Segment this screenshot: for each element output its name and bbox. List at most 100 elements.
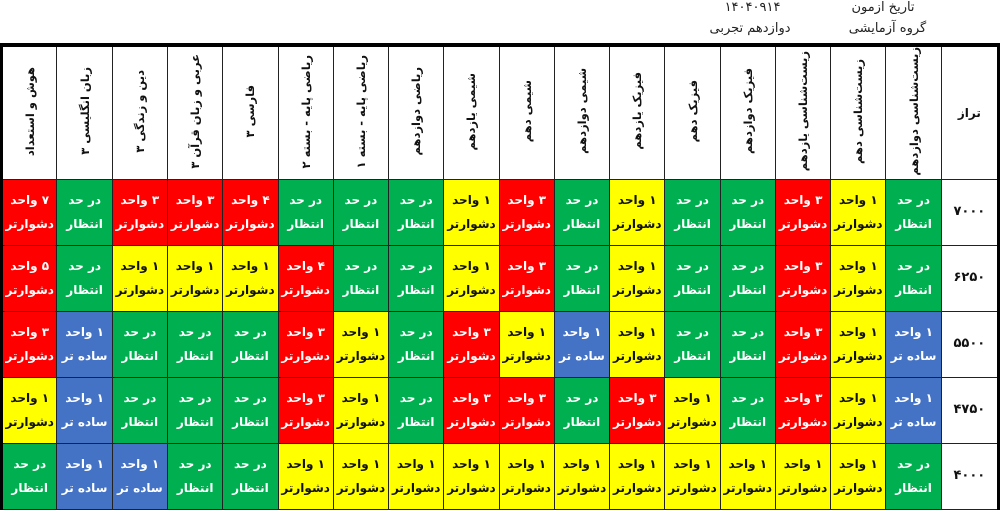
- difficulty-amount: ۱ واحد: [673, 457, 712, 472]
- difficulty-amount: در حد: [565, 193, 599, 208]
- difficulty-amount: ۳ واحد: [783, 325, 823, 340]
- difficulty-cell: ۱ واحد دشوارتر: [332, 442, 390, 510]
- difficulty-description: دشوارتر: [336, 481, 386, 496]
- subject-column-header: زبان انگلیسی ۳: [56, 44, 113, 180]
- subject-label: شیمی دهم: [519, 80, 534, 143]
- difficulty-amount: ۳ واحد: [783, 193, 823, 208]
- difficulty-amount: ۳ واحد: [507, 391, 547, 406]
- difficulty-cell: ۱ واحد ساده تر: [56, 376, 113, 444]
- difficulty-cell: ۵ واحد دشوارتر: [0, 244, 58, 312]
- difficulty-description: ساده تر: [61, 481, 108, 496]
- difficulty-cell: ۱ واحد دشوارتر: [830, 442, 887, 510]
- difficulty-description: دشوارتر: [170, 283, 220, 298]
- difficulty-amount: ۳ واحد: [286, 325, 325, 340]
- difficulty-description: دشوارتر: [281, 481, 330, 496]
- difficulty-description: دشوارتر: [281, 349, 330, 364]
- difficulty-cell: در حد انتظار: [719, 310, 776, 378]
- subject-column-header: زیست‌شناسی دوازدهم: [885, 44, 942, 180]
- difficulty-cell: ۱ واحد دشوارتر: [498, 442, 555, 510]
- subject-column-header: شیمی دوازدهم: [553, 44, 611, 180]
- subject-label: ریاضی دوازدهم: [409, 67, 424, 156]
- subject-label: فیزیک دوازدهم: [740, 68, 755, 155]
- exam-group-value: دوازدهم تجربی: [709, 21, 791, 36]
- difficulty-description: دشوارتر: [834, 217, 883, 232]
- difficulty-cell: ۳ واحد دشوارتر: [498, 376, 555, 444]
- difficulty-description: انتظار: [674, 217, 711, 232]
- difficulty-description: انتظار: [397, 415, 435, 430]
- difficulty-description: ساده تر: [61, 415, 108, 430]
- difficulty-amount: در حد: [731, 259, 765, 274]
- difficulty-amount: ۱ واحد: [562, 457, 602, 472]
- difficulty-amount: ۳ واحد: [617, 391, 657, 406]
- subject-label: شیمی دوازدهم: [574, 68, 589, 155]
- difficulty-description: دشوارتر: [115, 217, 165, 232]
- difficulty-amount: ۳ واحد: [10, 325, 50, 340]
- difficulty-amount: در حد: [344, 259, 378, 274]
- difficulty-amount: در حد: [565, 259, 599, 274]
- difficulty-cell: ۱ واحد دشوارتر: [332, 310, 390, 378]
- difficulty-amount: ۴ واحد: [286, 259, 325, 274]
- difficulty-amount: در حد: [68, 193, 102, 208]
- difficulty-amount: ۱ واحد: [894, 391, 933, 406]
- difficulty-amount: ۱ واحد: [341, 391, 381, 406]
- difficulty-description: انتظار: [674, 283, 711, 298]
- exam-date-label: تاریخ ازمون: [851, 0, 915, 15]
- difficulty-cell: ۱ واحد ساده تر: [553, 310, 611, 378]
- subject-label: زبان انگلیسی ۳: [77, 67, 92, 156]
- difficulty-description: دشوارتر: [336, 415, 386, 430]
- difficulty-amount: ۱ واحد: [120, 259, 160, 274]
- difficulty-amount: ۱ واحد: [838, 193, 878, 208]
- difficulty-amount: ۱ واحد: [341, 457, 381, 472]
- difficulty-cell: در حد انتظار: [719, 244, 776, 312]
- difficulty-amount: در حد: [233, 391, 267, 406]
- difficulty-cell: در حد انتظار: [222, 442, 279, 510]
- difficulty-cell: ۱ واحد دشوارتر: [443, 244, 500, 312]
- difficulty-cell: ۴ واحد دشوارتر: [222, 178, 279, 246]
- difficulty-amount: ۱ واحد: [838, 325, 878, 340]
- difficulty-cell: ۳ واحد دشوارتر: [166, 178, 224, 246]
- difficulty-amount: در حد: [289, 193, 323, 208]
- difficulty-cell: ۳ واحد دشوارتر: [0, 310, 58, 378]
- difficulty-description: دشوارتر: [447, 481, 496, 496]
- difficulty-cell: ۳ واحد دشوارتر: [111, 178, 169, 246]
- difficulty-description: انتظار: [674, 349, 711, 364]
- difficulty-cell: ۳ واحد دشوارتر: [498, 244, 555, 312]
- difficulty-amount: ۱ واحد: [65, 391, 104, 406]
- difficulty-amount: ۱ واحد: [838, 259, 878, 274]
- difficulty-amount: ۱ واحد: [120, 457, 160, 472]
- difficulty-cell: ۱ واحد دشوارتر: [664, 376, 721, 444]
- difficulty-cell: در حد انتظار: [0, 442, 58, 510]
- level-value: ۴۷۵۰: [940, 376, 1000, 444]
- difficulty-cell: در حد انتظار: [885, 244, 942, 312]
- level-value: ۵۵۰۰: [940, 310, 1000, 378]
- difficulty-cell: ۱ واحد دشوارتر: [443, 178, 500, 246]
- difficulty-description: انتظار: [342, 217, 380, 232]
- subject-column-header: فارسی ۳: [222, 44, 279, 180]
- difficulty-amount: در حد: [344, 193, 378, 208]
- difficulty-amount: در حد: [399, 325, 433, 340]
- difficulty-cell: در حد انتظار: [664, 178, 721, 246]
- subject-column-header: زیست‌شناسی یازدهم: [774, 44, 832, 180]
- difficulty-description: دشوارتر: [557, 481, 607, 496]
- difficulty-cell: در حد انتظار: [719, 178, 776, 246]
- difficulty-cell: در حد انتظار: [166, 442, 224, 510]
- difficulty-cell: ۳ واحد دشوارتر: [443, 310, 500, 378]
- difficulty-description: انتظار: [232, 481, 269, 496]
- difficulty-cell: ۳ واحد دشوارتر: [774, 376, 832, 444]
- difficulty-cell: ۱ واحد دشوارتر: [332, 376, 390, 444]
- difficulty-cell: در حد انتظار: [388, 310, 445, 378]
- difficulty-cell: ۳ واحد دشوارتر: [774, 178, 832, 246]
- subject-label: زیست‌شناسی دهم: [851, 58, 866, 164]
- difficulty-amount: ۱ واحد: [452, 193, 491, 208]
- difficulty-description: دشوارتر: [502, 217, 551, 232]
- difficulty-description: دشوارتر: [834, 415, 883, 430]
- difficulty-description: دشوارتر: [5, 415, 54, 430]
- difficulty-amount: ۱ واحد: [562, 325, 602, 340]
- difficulty-amount: در حد: [178, 325, 212, 340]
- difficulty-cell: ۱ واحد دشوارتر: [498, 310, 555, 378]
- difficulty-cell: ۱ واحد دشوارتر: [830, 310, 887, 378]
- subject-column-header: شیمی دهم: [498, 44, 555, 180]
- difficulty-amount: ۱ واحد: [10, 391, 50, 406]
- difficulty-description: ساده تر: [61, 349, 108, 364]
- difficulty-description: دشوارتر: [447, 217, 496, 232]
